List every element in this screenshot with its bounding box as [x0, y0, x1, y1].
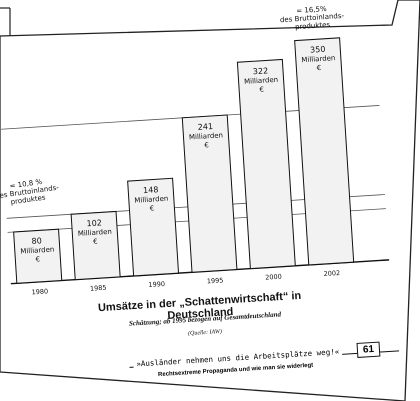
bar-label-2002-2: €: [316, 64, 321, 72]
bar-label-2000-1: Milliarden: [244, 76, 278, 86]
bar-label-1985-2: €: [93, 238, 98, 246]
bar-label-2002-1: Milliarden: [301, 54, 335, 64]
bar-1980: [13, 228, 63, 284]
bar-label-1990-0: 148: [143, 185, 159, 195]
bar-2002: [294, 37, 355, 266]
bar-label-1995-0: 241: [197, 122, 213, 132]
bar-label-1990-2: €: [149, 204, 154, 212]
bar-label-2000-0: 322: [253, 66, 269, 76]
x-tick-2000: 2000: [265, 273, 282, 282]
x-tick-1985: 1985: [90, 284, 107, 293]
bar-label-1985-1: Milliarden: [78, 228, 112, 238]
bar-label-1985-0: 102: [86, 218, 102, 228]
x-tick-1980: 1980: [31, 287, 48, 296]
bar-label-1980-2: €: [35, 255, 40, 263]
page-number: 61: [356, 341, 381, 358]
x-tick-2002: 2002: [323, 269, 340, 278]
bar-label-1980-1: Milliarden: [20, 246, 54, 256]
bar-1995: [181, 114, 238, 273]
bar-1985: [70, 210, 121, 281]
bar-label-1995-2: €: [204, 141, 209, 149]
bars: 80Milliarden€102Milliarden€148Milliarden…: [13, 37, 355, 284]
bar-label-2000-2: €: [259, 86, 264, 94]
x-tick-1990: 1990: [148, 280, 165, 289]
bar-2000: [236, 58, 296, 270]
bar-label-1980-0: 80: [31, 236, 42, 246]
bar-label-1990-1: Milliarden: [134, 195, 168, 205]
x-tick-1995: 1995: [207, 276, 224, 285]
bar-label-2002-0: 350: [310, 45, 326, 55]
bar-1990: [127, 177, 180, 277]
x-axis-ticks: 1980 1985 1990 1995 2000 2002: [31, 269, 340, 296]
bar-label-1995-1: Milliarden: [189, 131, 223, 141]
